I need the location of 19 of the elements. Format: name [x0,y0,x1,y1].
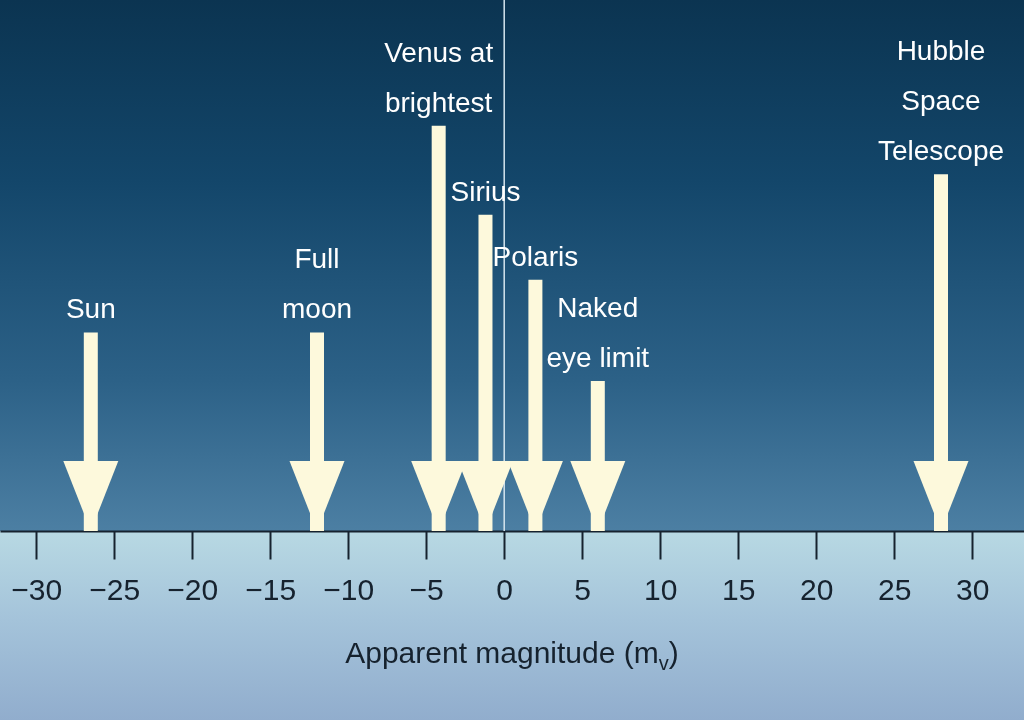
x-tick-label: 20 [800,572,834,606]
x-tick-label: 25 [878,572,912,606]
x-tick-label: 0 [496,572,514,606]
annotation: Full moon [281,243,353,325]
x-tick-label: −25 [89,572,141,606]
x-tick-label: 30 [956,572,990,606]
annotation: Venus at brightest [384,36,494,118]
x-tick-label: 5 [574,572,592,606]
annotation: Sun [65,293,116,325]
x-tick-label: 15 [722,572,756,606]
x-tick-label: −5 [409,572,444,606]
x-tick-label: −10 [323,572,375,606]
annotation: Hubble Space Telescope [877,35,1005,167]
x-tick-label: 10 [644,572,678,606]
x-tick-label: −30 [11,572,63,606]
x-tick-label: −20 [167,572,219,606]
x-tick-label: −15 [245,572,297,606]
annotation: Naked eye limit [546,292,650,374]
x-axis-title: Apparent magnitude (m$_{v}$) [344,636,680,675]
